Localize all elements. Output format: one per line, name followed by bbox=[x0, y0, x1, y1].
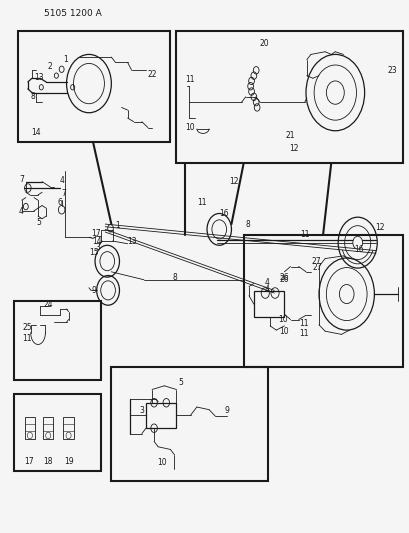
Text: 24: 24 bbox=[43, 300, 53, 309]
Text: 16: 16 bbox=[218, 209, 228, 218]
Text: 11: 11 bbox=[184, 75, 194, 84]
Text: 3: 3 bbox=[139, 406, 144, 415]
Bar bbox=[176, 30, 402, 163]
Text: 6: 6 bbox=[57, 198, 62, 207]
Text: 18: 18 bbox=[43, 457, 53, 466]
Text: 14: 14 bbox=[31, 128, 41, 138]
Bar bbox=[253, 292, 284, 317]
Text: 7: 7 bbox=[19, 174, 24, 183]
Text: 25: 25 bbox=[22, 323, 32, 332]
Text: 20: 20 bbox=[258, 39, 268, 49]
Text: 27: 27 bbox=[310, 257, 320, 265]
Text: 19: 19 bbox=[64, 457, 73, 466]
Text: 2: 2 bbox=[47, 62, 52, 71]
Text: 26: 26 bbox=[279, 272, 288, 281]
Text: 16: 16 bbox=[354, 245, 363, 254]
Text: 7: 7 bbox=[61, 189, 65, 198]
Text: 5105 1200 A: 5105 1200 A bbox=[44, 9, 102, 18]
Text: 5: 5 bbox=[36, 218, 41, 227]
Text: 4: 4 bbox=[264, 278, 269, 287]
Bar bbox=[18, 30, 170, 142]
Text: 11: 11 bbox=[298, 319, 308, 328]
Circle shape bbox=[326, 81, 344, 104]
Text: 10: 10 bbox=[278, 327, 288, 336]
Text: 12: 12 bbox=[229, 177, 238, 186]
Bar bbox=[111, 367, 267, 481]
Bar bbox=[146, 403, 176, 428]
Text: 5: 5 bbox=[178, 377, 182, 386]
Bar bbox=[13, 394, 101, 471]
Bar bbox=[43, 417, 53, 439]
Text: 14: 14 bbox=[92, 237, 101, 246]
Text: 12: 12 bbox=[375, 223, 384, 232]
Text: 4: 4 bbox=[264, 285, 269, 294]
Text: 4: 4 bbox=[60, 175, 65, 184]
Text: 1: 1 bbox=[63, 55, 67, 64]
Text: 22: 22 bbox=[147, 70, 156, 79]
Text: 21: 21 bbox=[285, 131, 294, 140]
Text: 1: 1 bbox=[115, 221, 119, 230]
Circle shape bbox=[339, 285, 353, 304]
Bar bbox=[63, 417, 74, 439]
Text: 13: 13 bbox=[126, 237, 136, 246]
Text: 10: 10 bbox=[278, 315, 287, 324]
Text: 17: 17 bbox=[91, 229, 101, 238]
Bar bbox=[25, 417, 35, 439]
Text: 17: 17 bbox=[24, 457, 34, 466]
Text: 11: 11 bbox=[22, 334, 32, 343]
Text: 26: 26 bbox=[279, 275, 288, 284]
Bar bbox=[13, 301, 101, 381]
Text: 15: 15 bbox=[89, 248, 99, 257]
Text: 4: 4 bbox=[18, 207, 23, 216]
Circle shape bbox=[352, 236, 362, 249]
Text: 9: 9 bbox=[225, 406, 229, 415]
Text: 8: 8 bbox=[31, 92, 36, 101]
Bar bbox=[101, 230, 112, 241]
Text: 8: 8 bbox=[172, 272, 176, 281]
Text: 9: 9 bbox=[92, 286, 97, 295]
Text: 11: 11 bbox=[299, 329, 308, 338]
Text: 12: 12 bbox=[288, 144, 298, 153]
Text: 10: 10 bbox=[184, 123, 194, 132]
Text: 8: 8 bbox=[245, 220, 249, 229]
Text: 3: 3 bbox=[95, 243, 100, 252]
Text: 13: 13 bbox=[34, 73, 44, 82]
Text: 10: 10 bbox=[157, 458, 166, 467]
Text: 23: 23 bbox=[387, 66, 396, 75]
Text: 11: 11 bbox=[299, 230, 309, 239]
Text: 27: 27 bbox=[311, 263, 321, 272]
Text: 11: 11 bbox=[197, 198, 207, 207]
Bar bbox=[243, 235, 402, 367]
